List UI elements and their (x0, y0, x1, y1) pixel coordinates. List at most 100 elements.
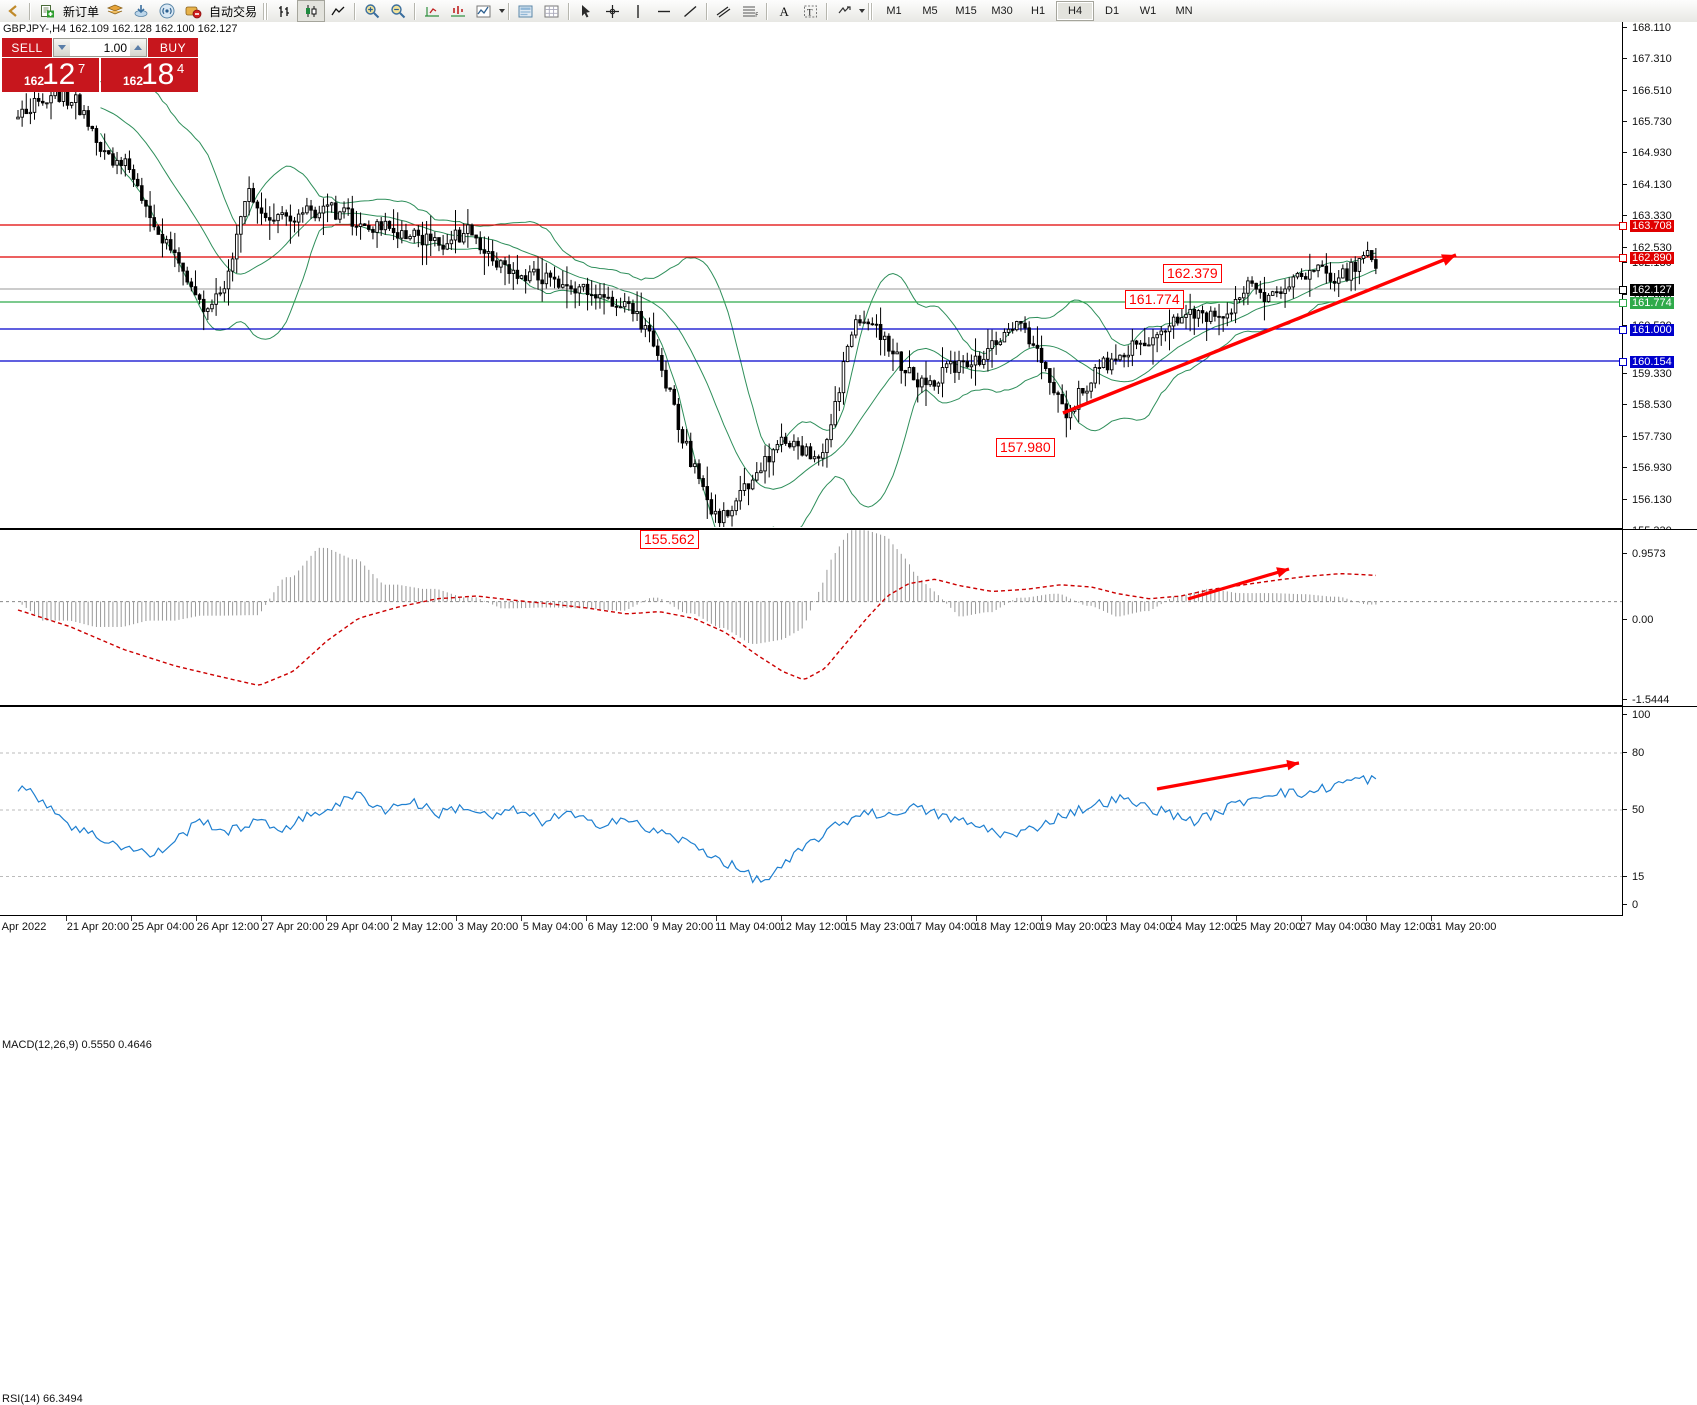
toolbar-grip-2[interactable] (868, 2, 874, 20)
volume-input[interactable]: 1.00 (70, 39, 130, 56)
buy-price-display[interactable]: 162 18 4 (101, 58, 198, 92)
price-tick: 163.330 (1623, 211, 1697, 222)
price-tag[interactable]: 163.708 (1623, 220, 1697, 232)
macd-scale[interactable]: 0.9573 0.00 -1.5444 (1622, 529, 1697, 707)
candlestick (1221, 316, 1225, 332)
text-label-icon[interactable]: T (797, 1, 823, 21)
timeframe-m15[interactable]: M15 (955, 5, 977, 17)
crosshair-icon[interactable] (599, 1, 625, 21)
candlestick-chart-icon[interactable] (297, 0, 326, 22)
new-order-label[interactable]: 新订单 (63, 4, 100, 19)
auto-scroll-icon[interactable] (445, 1, 471, 21)
timeframe-m30[interactable]: M30 (991, 5, 1013, 17)
autotrading-label[interactable]: 自动交易 (209, 4, 258, 19)
candlestick (1332, 273, 1337, 292)
templates-icon[interactable] (513, 1, 539, 21)
timeframe-mn[interactable]: MN (1175, 5, 1193, 17)
rsi-scale[interactable]: 100 80 50 15 0 (1622, 706, 1697, 916)
indicator-list-icon[interactable] (471, 1, 497, 21)
sell-price-display[interactable]: 162 12 7 (2, 58, 99, 92)
back-icon[interactable] (0, 1, 26, 21)
timeframe-d1[interactable]: D1 (1105, 5, 1120, 17)
chevron-down-icon-2[interactable] (859, 9, 866, 13)
line-chart-icon[interactable] (325, 1, 351, 21)
timeframe-m5[interactable]: M5 (922, 5, 938, 17)
price-tag[interactable]: 162.890 (1623, 252, 1697, 264)
text-icon[interactable]: A (771, 1, 797, 21)
price-annotation[interactable]: 157.980 (996, 438, 1055, 457)
time-tick-mark (586, 916, 587, 921)
trend-arrow-price[interactable] (1062, 253, 1457, 415)
timeframe-w1[interactable]: W1 (1139, 5, 1157, 17)
macd-panel[interactable]: MACD(12,26,9) 0.5550 0.4646 (0, 529, 1622, 1051)
channel-icon[interactable] (711, 1, 737, 21)
price-annotation[interactable]: 155.562 (640, 530, 699, 549)
candlestick (1312, 269, 1316, 273)
time-scale[interactable]: Apr 2022 21 Apr 20:00 25 Apr 04:00 26 Apr 1… (0, 915, 1622, 938)
main-toolbar[interactable]: 新订单 自动交易 (0, 0, 1697, 23)
candlestick (1122, 352, 1126, 368)
zoom-out-icon[interactable] (385, 1, 411, 21)
candlestick (424, 221, 429, 265)
grid-icon[interactable] (539, 1, 565, 21)
chart-shift-icon[interactable] (419, 1, 445, 21)
price-tag-handle[interactable] (1619, 286, 1627, 294)
price-tag-handle[interactable] (1619, 326, 1627, 334)
trend-arrow-macd[interactable] (1187, 567, 1290, 601)
price-tag[interactable]: 161.000 (1623, 324, 1697, 336)
candlestick (387, 220, 392, 231)
volume-stepper[interactable]: 1.00 (53, 38, 147, 57)
rsi-plot[interactable] (0, 707, 1622, 914)
trend-arrow-rsi[interactable] (1156, 759, 1300, 791)
price-tag[interactable]: 160.154 (1623, 356, 1697, 368)
candlestick (1176, 313, 1180, 326)
candlestick (400, 220, 404, 244)
volume-decrease-button[interactable] (54, 39, 70, 56)
timeframe-m1[interactable]: M1 (886, 5, 902, 17)
timeframe-h1[interactable]: H1 (1031, 5, 1046, 17)
signal-icon[interactable] (154, 1, 180, 21)
price-chart-svg (0, 70, 1622, 527)
toolbar-grip[interactable] (263, 2, 269, 20)
expert-advisor-icon[interactable] (180, 1, 206, 21)
price-plot[interactable] (0, 22, 1622, 527)
price-tag[interactable]: 162.127 (1623, 284, 1697, 296)
candlestick (507, 254, 511, 284)
vertical-line-icon[interactable] (625, 1, 651, 21)
price-tag[interactable]: 161.774 (1623, 297, 1697, 309)
one-click-trading-panel[interactable]: SELL 1.00 BUY 162 12 7 162 18 4 (2, 38, 198, 92)
volume-increase-button[interactable] (130, 39, 146, 56)
macd-plot[interactable] (0, 530, 1622, 703)
rsi-panel[interactable]: RSI(14) 66.3494 (0, 706, 1622, 1405)
chevron-down-icon[interactable] (499, 9, 506, 13)
price-tag-handle[interactable] (1619, 299, 1627, 307)
candlestick (1027, 321, 1031, 348)
download-icon[interactable] (128, 1, 154, 21)
rsi-tick: 0 (1623, 900, 1697, 911)
candlestick (796, 437, 800, 460)
trendline-icon[interactable] (677, 1, 703, 21)
price-tag-handle[interactable] (1619, 222, 1627, 230)
zoom-in-icon[interactable] (359, 1, 385, 21)
cursor-icon[interactable] (573, 1, 599, 21)
arrows-icon[interactable] (831, 1, 857, 21)
candlestick (309, 199, 313, 219)
candlestick (131, 164, 136, 188)
sell-button[interactable]: SELL (2, 38, 52, 57)
horizontal-line-icon[interactable] (651, 1, 677, 21)
book-icon[interactable] (102, 1, 128, 21)
price-annotation[interactable]: 161.774 (1125, 290, 1184, 309)
buy-button[interactable]: BUY (148, 38, 198, 57)
price-panel[interactable] (0, 22, 1622, 529)
bar-chart-icon[interactable] (271, 1, 297, 21)
price-tag-handle[interactable] (1619, 254, 1627, 262)
chart-container[interactable]: GBPJPY-,H4 162.109 162.128 162.100 162.1… (0, 22, 1697, 1405)
timeframe-h4[interactable]: H4 (1056, 1, 1095, 21)
price-annotation[interactable]: 162.379 (1163, 264, 1222, 283)
price-scale[interactable]: 168.110 167.310 166.510 165.730 164.930 164.1… (1619, 22, 1697, 537)
candlestick (598, 283, 602, 309)
price-tag-handle[interactable] (1619, 358, 1627, 366)
fibonacci-icon[interactable]: F (737, 1, 763, 21)
bollinger-band (100, 133, 1377, 527)
new-order-icon[interactable] (34, 1, 60, 21)
